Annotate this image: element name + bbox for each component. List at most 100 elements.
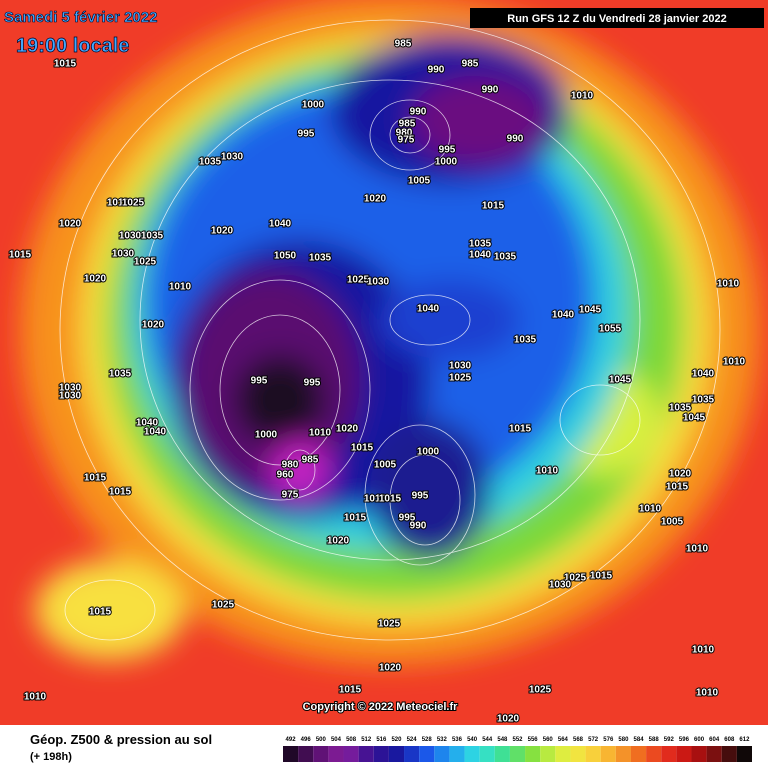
- isobar-label: 995: [251, 376, 268, 387]
- isobar-label: 990: [410, 521, 427, 532]
- isobar-label: 1005: [408, 176, 431, 187]
- isobar-label: 990: [507, 134, 524, 145]
- isobar-label: 1015: [379, 494, 402, 505]
- scale-cell: [449, 746, 465, 762]
- isobar-label: 1020: [327, 536, 350, 547]
- date: Samedi 5 février 2022: [4, 9, 157, 26]
- run-box: [470, 8, 764, 28]
- isobar-label: 1025: [529, 685, 552, 696]
- isobar-label: 1030: [59, 391, 82, 402]
- isobar-label: 1000: [255, 430, 278, 441]
- isobar-label: 1010: [692, 645, 715, 656]
- scale-label: 532: [437, 737, 448, 743]
- isobar-label: 1015: [590, 571, 613, 582]
- scale-cell: [464, 746, 480, 762]
- isobar-label: 1010: [717, 279, 740, 290]
- isobar-label: 1005: [661, 517, 684, 528]
- scale-cell: [388, 746, 405, 762]
- scale-label: 528: [422, 737, 433, 743]
- isobar-label: 1035: [199, 157, 222, 168]
- isobar-label: 1030: [221, 152, 244, 163]
- isobar-label: 1020: [84, 274, 107, 285]
- scale-label: 588: [649, 737, 660, 743]
- isobar-label: 960: [277, 470, 294, 481]
- isobar-label: 1015: [344, 513, 367, 524]
- scale-cell: [358, 746, 374, 762]
- scale-cell: [585, 746, 601, 762]
- scale-label: 536: [452, 737, 463, 743]
- isobar-label: 1045: [609, 375, 632, 386]
- isobar-label: 990: [482, 85, 499, 96]
- isobar-label: 1035: [469, 239, 492, 250]
- scale-label: 508: [346, 737, 357, 743]
- scale-cell: [343, 746, 359, 762]
- scale-cell: [434, 746, 450, 762]
- isobar-label: 1035: [109, 369, 132, 380]
- isobar-label: 1015: [482, 201, 505, 212]
- scale-label: 612: [739, 737, 750, 743]
- isobar-label: 1040: [552, 310, 575, 321]
- isobar-label: 985: [462, 59, 479, 70]
- isobar-label: 1040: [469, 250, 492, 261]
- isobar-label: 1015: [109, 487, 132, 498]
- isobar-label: 995: [439, 145, 456, 156]
- isobar-label: 1035: [309, 253, 332, 264]
- isobar-label: 1035: [514, 335, 537, 346]
- scale-cell: [600, 746, 616, 762]
- isobar-label: 1020: [379, 663, 402, 674]
- scale-cell: [706, 746, 722, 762]
- isobar-label: 1020: [211, 226, 234, 237]
- geopotential-field: [20, 0, 760, 665]
- isobar-label: 1025: [212, 600, 235, 611]
- scale-label: 544: [482, 737, 493, 743]
- scale-cell: [328, 746, 344, 762]
- lead-time: (+ 198h): [30, 751, 72, 763]
- isobar-label: 995: [304, 378, 321, 389]
- isobar-label: 1015: [666, 482, 689, 493]
- isobar-label: 1040: [269, 219, 292, 230]
- isobar-label: 1015: [84, 473, 107, 484]
- isobar-label: 1010: [107, 198, 130, 209]
- scale-cell: [721, 746, 737, 762]
- isobar-label: 1035: [494, 252, 517, 263]
- isobar-label: 1020: [669, 469, 692, 480]
- copyright: Copyright © 2022 Meteociel.fr: [303, 701, 459, 713]
- isobar-label: 1010: [169, 282, 192, 293]
- isobar-label: 1000: [302, 100, 325, 111]
- scale-label: 500: [316, 737, 327, 743]
- scale-label: 496: [301, 737, 312, 743]
- color-scale: 492 496 500 504 508 512 516 520 524 528 532 536 540 5…: [283, 737, 752, 762]
- scale-label: 512: [361, 737, 372, 743]
- isobar-label: 1040: [692, 369, 715, 380]
- scale-cell: [494, 746, 510, 762]
- scale-cell: [736, 746, 752, 762]
- isobar-label: 1000: [435, 157, 458, 168]
- isobar-label: 1010: [24, 692, 47, 703]
- isobar-label: 1020: [497, 714, 520, 725]
- time: 19:00 locale: [16, 35, 129, 57]
- isobar-label: 1010: [536, 466, 559, 477]
- isobar-label: 1000: [417, 447, 440, 458]
- isobar-label: 985: [395, 39, 412, 50]
- isobar-label: 1030: [449, 361, 472, 372]
- isobar-label: 985: [302, 455, 319, 466]
- isobar-label: 1015: [351, 443, 374, 454]
- scale-cell: [404, 746, 420, 762]
- isobar-label: 1015: [9, 250, 32, 261]
- isobar-label: 995: [412, 491, 429, 502]
- scale-cell: [509, 746, 526, 762]
- scale-label: 576: [603, 737, 614, 743]
- scale-label: 548: [497, 737, 508, 743]
- scale-cell: [555, 746, 571, 762]
- scale-cell: [646, 746, 662, 762]
- isobar-label: 995: [298, 129, 315, 140]
- isobar-label: 1010: [364, 494, 387, 505]
- isobar-label: 990: [410, 107, 427, 118]
- scale-label: 604: [709, 737, 720, 743]
- scale-cell: [615, 746, 631, 762]
- isobar-label: 995: [399, 513, 416, 524]
- scale-label: 556: [528, 737, 539, 743]
